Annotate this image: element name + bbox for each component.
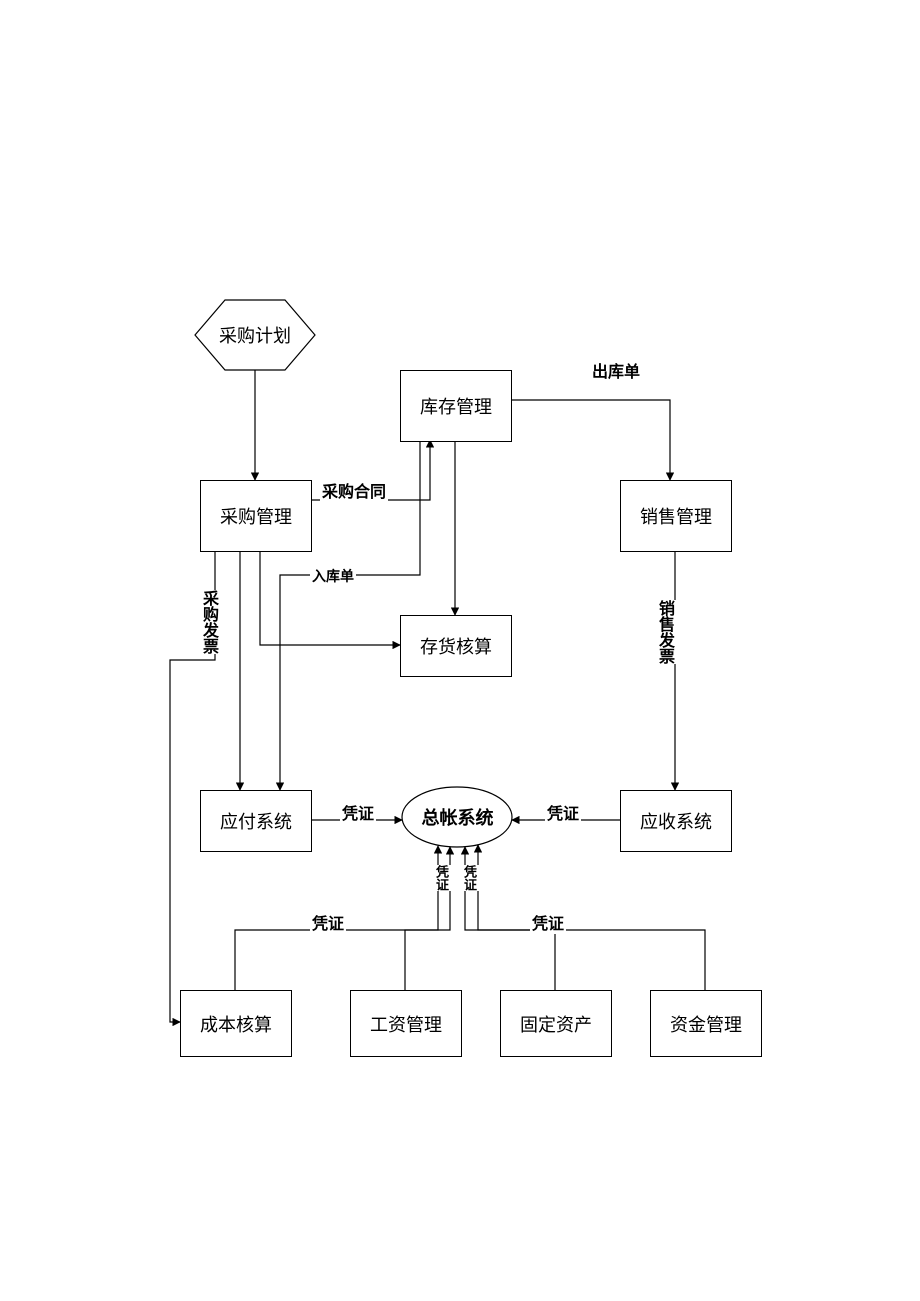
edge-label-voucher-fixed: 凭证 xyxy=(458,865,481,891)
edge-label-voucher-payable: 凭证 xyxy=(340,800,376,824)
node-fund-label: 资金管理 xyxy=(670,1011,742,1037)
node-plan: 采购计划 xyxy=(195,312,315,358)
edge-label-contract: 采购合同 xyxy=(320,478,388,502)
node-payroll-label: 工资管理 xyxy=(370,1011,442,1037)
node-inventory: 库存管理 xyxy=(400,370,512,442)
node-fixed: 固定资产 xyxy=(500,990,612,1057)
edge-label-purch-invoice: 采购发票 xyxy=(194,590,222,654)
edge-label-voucher-payroll: 凭证 xyxy=(430,865,453,891)
node-payable-label: 应付系统 xyxy=(220,808,292,834)
edge-label-sales-invoice: 销售发票 xyxy=(650,600,678,664)
edge-label-voucher-receivable: 凭证 xyxy=(545,800,581,824)
node-receivable: 应收系统 xyxy=(620,790,732,852)
node-receivable-label: 应收系统 xyxy=(640,808,712,834)
flowchart-canvas: 采购计划 采购管理 库存管理 销售管理 存货核算 应付系统 总帐系统 应收系统 … xyxy=(0,0,920,1301)
node-inventory-label: 库存管理 xyxy=(420,393,492,419)
edge-label-outbound: 出库单 xyxy=(590,358,642,382)
node-gl: 总帐系统 xyxy=(405,797,510,837)
node-sales-label: 销售管理 xyxy=(640,503,712,529)
edge-label-inbound: 入库单 xyxy=(310,566,356,586)
node-cost: 成本核算 xyxy=(180,990,292,1057)
node-fund: 资金管理 xyxy=(650,990,762,1057)
node-payable: 应付系统 xyxy=(200,790,312,852)
node-purchase: 采购管理 xyxy=(200,480,312,552)
edge-label-voucher-cost: 凭证 xyxy=(310,910,346,934)
node-cost-label: 成本核算 xyxy=(200,1011,272,1037)
node-gl-label: 总帐系统 xyxy=(422,804,494,830)
edge-label-voucher-fund: 凭证 xyxy=(530,910,566,934)
node-plan-label: 采购计划 xyxy=(219,322,291,348)
node-stock-acct-label: 存货核算 xyxy=(420,633,492,659)
node-payroll: 工资管理 xyxy=(350,990,462,1057)
node-fixed-label: 固定资产 xyxy=(520,1011,592,1037)
node-purchase-label: 采购管理 xyxy=(220,503,292,529)
node-sales: 销售管理 xyxy=(620,480,732,552)
node-stock-acct: 存货核算 xyxy=(400,615,512,677)
